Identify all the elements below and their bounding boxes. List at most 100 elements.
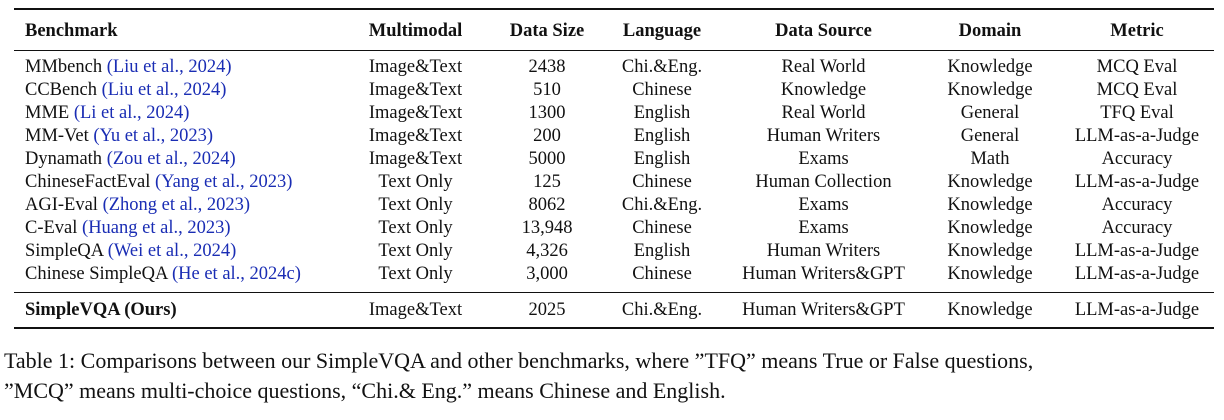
- domain-cell: Knowledge: [947, 264, 1033, 284]
- benchmark-cell: AGI-Eval (Zhong et al., 2023): [14, 194, 334, 217]
- comparison-table: Benchmark Multimodal Data Size Language …: [14, 8, 1214, 329]
- data-size-cell: 2438: [528, 57, 566, 77]
- metric-cell: LLM-as-a-Judge: [1074, 299, 1200, 320]
- header-language: Language: [622, 20, 702, 41]
- benchmark-name: SimpleQA: [25, 241, 104, 261]
- table-row: AGI-Eval (Zhong et al., 2023) Text Only 80…: [14, 194, 1214, 217]
- benchmark-cell: Chinese SimpleQA (He et al., 2024c): [14, 263, 334, 293]
- benchmark-name: Chinese SimpleQA: [25, 264, 168, 284]
- multimodal-cell: Image&Text: [368, 299, 463, 320]
- multimodal-cell: Text Only: [378, 241, 453, 261]
- language-cell: English: [633, 149, 691, 169]
- language-cell: Chinese: [632, 218, 692, 238]
- table-body: MMbench (Liu et al., 2024) Image&Text 2438…: [14, 51, 1214, 293]
- citation-link[interactable]: (Liu et al., 2024): [106, 57, 232, 77]
- domain-cell: Knowledge: [947, 80, 1033, 100]
- citation-link[interactable]: (He et al., 2024c): [171, 264, 301, 284]
- data-size-cell: 8062: [528, 195, 566, 215]
- multimodal-cell: Image&Text: [368, 80, 463, 100]
- language-cell: Chinese: [632, 172, 692, 192]
- language-cell: English: [633, 241, 691, 261]
- benchmark-name: CCBench: [25, 80, 97, 100]
- table-row: Dynamath (Zou et al., 2024) Image&Text 500…: [14, 148, 1214, 171]
- citation-link[interactable]: (Liu et al., 2024): [101, 80, 227, 100]
- benchmark-cell: C-Eval (Huang et al., 2023): [14, 217, 334, 240]
- data-size-cell: 13,948: [521, 218, 573, 238]
- comparison-table-container: Benchmark Multimodal Data Size Language …: [14, 8, 1214, 329]
- benchmark-name: Dynamath: [25, 149, 103, 169]
- data-source-cell: Human Writers: [766, 126, 881, 146]
- header-row: Benchmark Multimodal Data Size Language …: [14, 9, 1214, 51]
- citation-link[interactable]: (Yang et al., 2023): [154, 172, 293, 192]
- table-row: MM-Vet (Yu et al., 2023) Image&Text 200 Eng…: [14, 125, 1214, 148]
- benchmark-cell: MM-Vet (Yu et al., 2023): [14, 125, 334, 148]
- metric-cell: MCQ Eval: [1096, 80, 1178, 100]
- data-size-cell: 4,326: [526, 241, 568, 261]
- multimodal-cell: Image&Text: [368, 57, 463, 77]
- data-source-cell: Human Writers&GPT: [742, 299, 905, 320]
- multimodal-cell: Image&Text: [368, 149, 463, 169]
- table-row: CCBench (Liu et al., 2024) Image&Text 510 C…: [14, 79, 1214, 102]
- domain-cell: General: [960, 126, 1020, 146]
- benchmark-name: MMbench: [25, 57, 103, 77]
- multimodal-cell: Image&Text: [368, 103, 463, 123]
- header-metric: Metric: [1110, 20, 1164, 41]
- metric-cell: LLM-as-a-Judge: [1074, 241, 1200, 261]
- table-row: MMbench (Liu et al., 2024) Image&Text 2438…: [14, 51, 1214, 80]
- data-source-cell: Knowledge: [780, 80, 867, 100]
- domain-cell: Knowledge: [947, 172, 1033, 192]
- benchmark-name: ChineseFactEval: [25, 172, 151, 192]
- citation-link[interactable]: (Wei et al., 2024): [107, 241, 237, 261]
- table-row: Chinese SimpleQA (He et al., 2024c) Text …: [14, 263, 1214, 293]
- table-row: C-Eval (Huang et al., 2023) Text Only 13,9…: [14, 217, 1214, 240]
- data-size-cell: 3,000: [526, 264, 568, 284]
- table-row: MME (Li et al., 2024) Image&Text 1300 Engli…: [14, 102, 1214, 125]
- multimodal-cell: Text Only: [378, 264, 453, 284]
- domain-cell: Math: [970, 149, 1010, 169]
- multimodal-cell: Image&Text: [368, 126, 463, 146]
- metric-cell: LLM-as-a-Judge: [1074, 126, 1200, 146]
- data-size-cell: 510: [533, 80, 561, 100]
- header-data-source: Data Source: [775, 20, 872, 41]
- benchmark-cell: MMbench (Liu et al., 2024): [14, 51, 334, 80]
- header-data-size: Data Size: [509, 20, 585, 41]
- domain-cell: Knowledge: [947, 241, 1033, 261]
- caption-line-1: Table 1: Comparisons between our SimpleV…: [4, 348, 1034, 373]
- data-size-cell: 1300: [528, 103, 566, 123]
- data-source-cell: Real World: [781, 103, 866, 123]
- citation-link[interactable]: (Huang et al., 2023): [82, 218, 231, 238]
- language-cell: English: [633, 126, 691, 146]
- citation-link[interactable]: (Zhong et al., 2023): [102, 195, 251, 215]
- header-benchmark: Benchmark: [25, 20, 118, 41]
- table-row: SimpleQA (Wei et al., 2024) Text Only 4,32…: [14, 240, 1214, 263]
- metric-cell: LLM-as-a-Judge: [1074, 264, 1200, 284]
- header-multimodal: Multimodal: [368, 20, 463, 41]
- header-domain: Domain: [958, 20, 1022, 41]
- domain-cell: Knowledge: [947, 299, 1033, 320]
- caption-line-2: ”MCQ” means multi-choice questions, “Chi…: [4, 378, 726, 403]
- benchmark-cell: Dynamath (Zou et al., 2024): [14, 148, 334, 171]
- citation-link[interactable]: (Zou et al., 2024): [106, 149, 236, 169]
- citation-link[interactable]: (Li et al., 2024): [73, 103, 190, 123]
- data-size-cell: 125: [533, 172, 561, 192]
- language-cell: Chinese: [632, 264, 692, 284]
- metric-cell: Accuracy: [1101, 195, 1173, 215]
- citation-link[interactable]: (Yu et al., 2023): [93, 126, 214, 146]
- data-source-cell: Exams: [798, 218, 849, 238]
- benchmark-name: MME: [25, 103, 70, 123]
- metric-cell: Accuracy: [1101, 218, 1173, 238]
- benchmark-cell: SimpleQA (Wei et al., 2024): [14, 240, 334, 263]
- data-source-cell: Real World: [781, 57, 866, 77]
- benchmark-cell: ChineseFactEval (Yang et al., 2023): [14, 171, 334, 194]
- benchmark-name: MM-Vet: [25, 126, 89, 146]
- benchmark-cell: CCBench (Liu et al., 2024): [14, 79, 334, 102]
- domain-cell: Knowledge: [947, 195, 1033, 215]
- language-cell: English: [633, 103, 691, 123]
- metric-cell: TFQ Eval: [1100, 103, 1174, 123]
- table-row-ours: SimpleVQA (Ours) Image&Text 2025 Chi.&En…: [14, 292, 1214, 328]
- metric-cell: Accuracy: [1101, 149, 1173, 169]
- data-size-cell: 200: [533, 126, 561, 146]
- language-cell: Chi.&Eng.: [621, 57, 703, 77]
- data-size-cell: 2025: [528, 299, 566, 320]
- table-ours-section: SimpleVQA (Ours) Image&Text 2025 Chi.&En…: [14, 292, 1214, 328]
